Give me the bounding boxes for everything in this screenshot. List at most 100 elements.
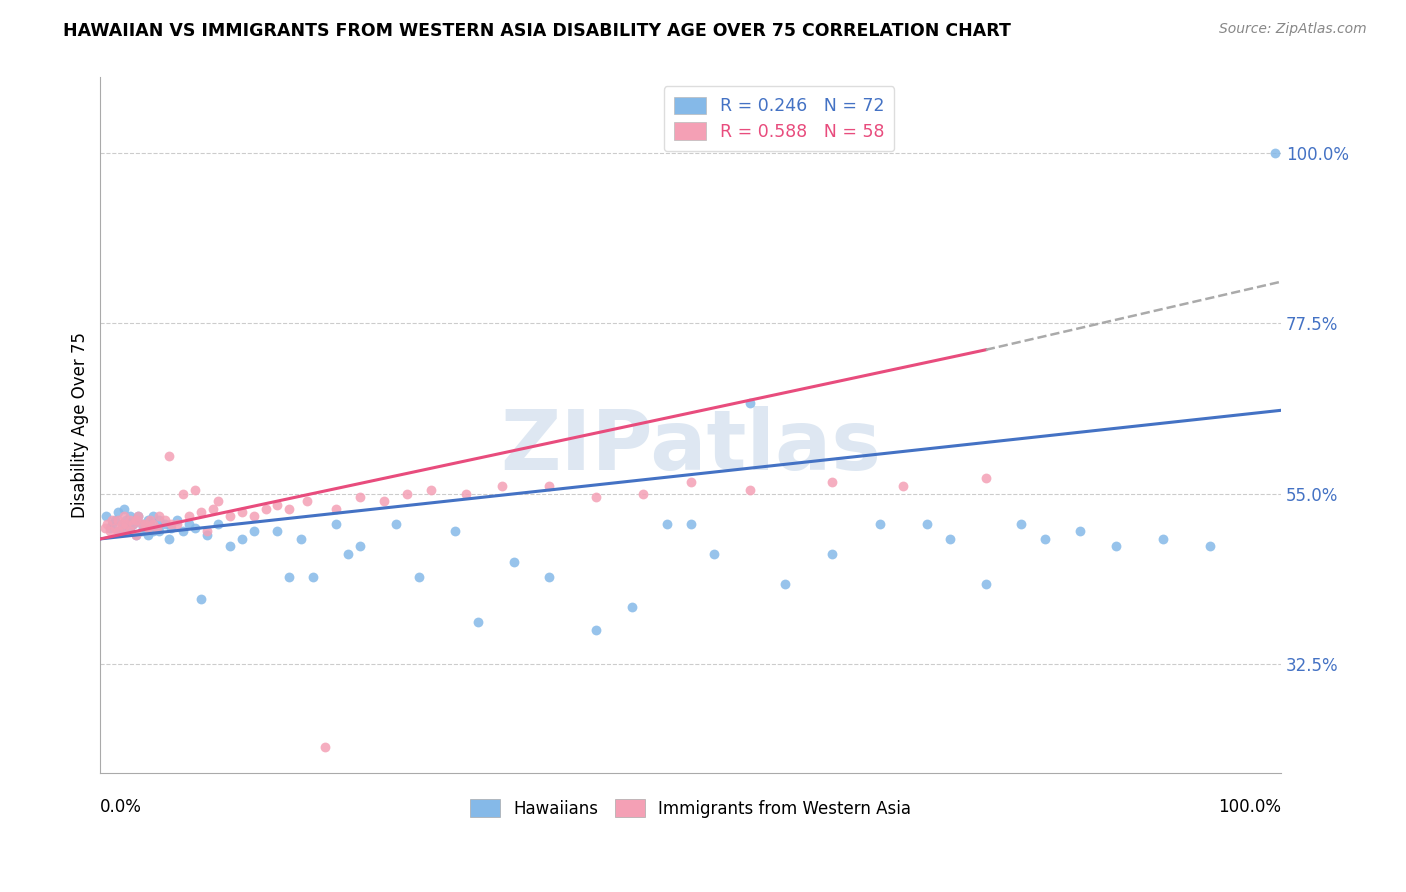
Point <box>115 516 138 531</box>
Point <box>679 475 702 490</box>
Point <box>1033 532 1056 546</box>
Point <box>172 524 194 539</box>
Point <box>620 599 643 614</box>
Text: Source: ZipAtlas.com: Source: ZipAtlas.com <box>1219 22 1367 37</box>
Point <box>134 516 156 531</box>
Point <box>136 513 159 527</box>
Point <box>94 520 117 534</box>
Point <box>148 513 170 527</box>
Point <box>112 524 135 539</box>
Point <box>585 623 607 637</box>
Point <box>177 516 200 531</box>
Point <box>118 520 141 534</box>
Point <box>408 570 430 584</box>
Point <box>974 471 997 485</box>
Point <box>738 483 761 497</box>
Point <box>98 520 121 534</box>
Point <box>314 739 336 754</box>
Point <box>207 516 229 531</box>
Point <box>1010 516 1032 531</box>
Point <box>166 513 188 527</box>
Point <box>974 577 997 591</box>
Point <box>110 516 132 531</box>
Point <box>231 505 253 519</box>
Point <box>384 516 406 531</box>
Point <box>231 532 253 546</box>
Point <box>537 570 560 584</box>
Point <box>177 509 200 524</box>
Point <box>891 479 914 493</box>
Point <box>254 501 277 516</box>
Point <box>190 592 212 607</box>
Point <box>207 494 229 508</box>
Point <box>131 516 153 531</box>
Point <box>125 528 148 542</box>
Point <box>278 501 301 516</box>
Text: 0.0%: 0.0% <box>100 797 142 815</box>
Point <box>1105 540 1128 554</box>
Point <box>821 547 844 561</box>
Point <box>134 520 156 534</box>
Point <box>633 486 655 500</box>
Point <box>118 513 141 527</box>
Point <box>302 570 325 584</box>
Point <box>1069 524 1091 539</box>
Point <box>195 528 218 542</box>
Point <box>136 528 159 542</box>
Point <box>142 509 165 524</box>
Point <box>278 570 301 584</box>
Point <box>112 520 135 534</box>
Point <box>101 516 124 531</box>
Text: ZIPatlas: ZIPatlas <box>501 406 882 487</box>
Point <box>127 509 149 524</box>
Point <box>915 516 938 531</box>
Point <box>1264 146 1286 161</box>
Point <box>125 513 148 527</box>
Text: HAWAIIAN VS IMMIGRANTS FROM WESTERN ASIA DISABILITY AGE OVER 75 CORRELATION CHAR: HAWAIIAN VS IMMIGRANTS FROM WESTERN ASIA… <box>63 22 1011 40</box>
Point <box>195 524 218 539</box>
Point <box>869 516 891 531</box>
Point <box>290 532 312 546</box>
Point <box>155 513 177 527</box>
Point <box>243 524 266 539</box>
Point <box>456 486 478 500</box>
Point <box>139 513 162 527</box>
Point <box>103 520 125 534</box>
Point <box>107 524 129 539</box>
Point <box>467 615 489 629</box>
Y-axis label: Disability Age Over 75: Disability Age Over 75 <box>72 333 89 518</box>
Point <box>146 520 169 534</box>
Point <box>142 524 165 539</box>
Point <box>443 524 465 539</box>
Point <box>190 505 212 519</box>
Point <box>295 494 318 508</box>
Point <box>396 486 419 500</box>
Point <box>107 505 129 519</box>
Legend: Hawaiians, Immigrants from Western Asia: Hawaiians, Immigrants from Western Asia <box>464 793 918 824</box>
Point <box>325 501 347 516</box>
Point <box>266 524 288 539</box>
Point <box>160 520 183 534</box>
Point <box>110 516 132 531</box>
Point <box>155 516 177 531</box>
Point <box>112 509 135 524</box>
Point <box>219 540 242 554</box>
Point <box>118 524 141 539</box>
Point <box>679 516 702 531</box>
Point <box>1152 532 1174 546</box>
Point <box>160 516 183 531</box>
Point <box>136 520 159 534</box>
Point <box>502 555 524 569</box>
Point <box>821 475 844 490</box>
Point <box>118 509 141 524</box>
Point <box>157 532 180 546</box>
Point <box>184 520 207 534</box>
Point <box>122 516 145 531</box>
Point <box>127 509 149 524</box>
Point <box>122 516 145 531</box>
Point <box>148 509 170 524</box>
Point <box>96 509 118 524</box>
Point <box>148 524 170 539</box>
Point <box>585 491 607 505</box>
Point <box>655 516 678 531</box>
